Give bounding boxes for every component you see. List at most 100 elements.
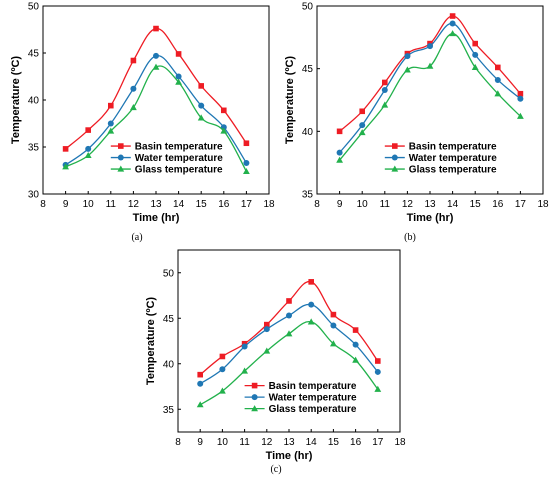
x-axis-label: Time (hr) bbox=[407, 212, 454, 224]
x-tick-label: 13 bbox=[150, 199, 162, 210]
data-point-basin bbox=[336, 128, 343, 135]
data-point-basin bbox=[517, 90, 524, 97]
legend-marker bbox=[117, 165, 125, 172]
data-point-glass bbox=[330, 340, 337, 347]
data-point-water bbox=[494, 76, 501, 83]
data-point-basin bbox=[449, 13, 456, 19]
legend-label: Glass temperature bbox=[269, 404, 357, 415]
chart-panel-c: 8 9 10 11 12 13 14 15 16 17 18 35 40 45 50 Time (hr) Tem… bbox=[145, 249, 406, 475]
data-point-glass bbox=[152, 63, 160, 70]
data-point-basin bbox=[197, 371, 203, 378]
data-point-basin bbox=[264, 321, 270, 328]
panel-caption: (a) bbox=[131, 232, 142, 243]
y-tick-label: 40 bbox=[28, 96, 40, 107]
x-tick-label: 18 bbox=[394, 437, 406, 448]
legend-marker bbox=[392, 143, 398, 149]
series-line-basin-temperature bbox=[199, 281, 379, 376]
legend-label: Glass temperature bbox=[135, 165, 223, 176]
y-tick-label: 35 bbox=[28, 143, 40, 154]
chart-panel-a: 8 9 10 11 12 13 14 15 16 17 18 30 35 40 45 50 Time (hr) T… bbox=[10, 2, 275, 244]
x-tick-label: 11 bbox=[239, 437, 250, 448]
data-point-glass bbox=[336, 156, 343, 163]
data-point-basin bbox=[85, 127, 91, 133]
data-point-water bbox=[130, 85, 137, 92]
data-point-water bbox=[197, 380, 204, 387]
legend-marker bbox=[391, 154, 398, 161]
chart-panel-b: 8 9 10 11 12 13 14 15 16 17 18 35 40 45 50 Time (hr) Tem… bbox=[284, 2, 549, 244]
data-point-basin bbox=[359, 108, 365, 115]
x-tick-label: 10 bbox=[357, 199, 369, 210]
data-point-basin bbox=[108, 102, 114, 109]
data-point-glass bbox=[196, 401, 204, 408]
data-point-water bbox=[198, 102, 205, 109]
data-point-basin bbox=[472, 40, 478, 47]
data-point-water bbox=[286, 312, 292, 319]
data-point-glass bbox=[358, 129, 366, 136]
x-tick-label: 15 bbox=[470, 199, 482, 210]
data-point-glass bbox=[374, 385, 382, 392]
x-tick-label: 12 bbox=[261, 437, 273, 448]
data-point-water bbox=[175, 73, 182, 80]
y-tick-label: 35 bbox=[163, 405, 175, 416]
data-point-water bbox=[241, 343, 248, 350]
y-axis-label: Temperature (ºC) bbox=[284, 56, 296, 144]
legend-label: Water temperature bbox=[409, 153, 497, 164]
x-tick-label: 9 bbox=[337, 199, 343, 210]
data-point-water bbox=[219, 366, 226, 373]
data-point-glass bbox=[197, 114, 205, 121]
x-tick-label: 11 bbox=[380, 199, 391, 210]
x-tick-label: 16 bbox=[492, 199, 504, 210]
data-point-water bbox=[85, 145, 92, 152]
data-point-water bbox=[352, 341, 359, 348]
data-point-glass bbox=[243, 167, 250, 175]
x-tick-label: 14 bbox=[306, 437, 318, 448]
data-point-water bbox=[517, 95, 524, 102]
x-tick-label: 8 bbox=[175, 437, 181, 448]
data-point-water bbox=[330, 322, 337, 329]
data-point-glass bbox=[107, 127, 115, 134]
data-point-basin bbox=[62, 146, 69, 152]
data-point-glass bbox=[62, 163, 69, 170]
data-point-glass bbox=[494, 90, 502, 97]
x-tick-label: 17 bbox=[372, 437, 384, 448]
x-tick-label: 14 bbox=[173, 199, 185, 210]
x-tick-label: 12 bbox=[402, 199, 414, 210]
data-point-water bbox=[107, 120, 114, 127]
data-point-water bbox=[404, 53, 411, 60]
x-tick-label: 18 bbox=[263, 199, 275, 210]
y-axis-label: Temperature (ºC) bbox=[145, 297, 157, 385]
data-point-glass bbox=[219, 387, 226, 394]
legend-marker bbox=[251, 405, 258, 412]
x-tick-label: 8 bbox=[40, 199, 46, 210]
y-tick-label: 40 bbox=[163, 359, 175, 370]
legend-marker bbox=[118, 143, 124, 149]
y-axis-label: Temperature (ºC) bbox=[10, 56, 22, 144]
x-tick-label: 13 bbox=[424, 199, 436, 210]
data-point-water bbox=[243, 159, 250, 166]
legend-label: Basin temperature bbox=[135, 142, 223, 153]
y-tick-label: 45 bbox=[28, 49, 40, 60]
data-point-basin bbox=[219, 353, 226, 360]
legend-label: Glass temperature bbox=[409, 165, 497, 176]
data-point-glass bbox=[307, 318, 315, 325]
data-point-water bbox=[449, 20, 456, 27]
y-tick-label: 50 bbox=[302, 2, 314, 13]
data-point-water bbox=[381, 86, 388, 93]
data-point-glass bbox=[285, 330, 293, 337]
y-tick-label: 45 bbox=[163, 314, 175, 325]
data-point-water bbox=[263, 326, 270, 333]
x-tick-label: 18 bbox=[537, 199, 549, 210]
legend-label: Basin temperature bbox=[269, 381, 357, 392]
data-point-glass bbox=[517, 112, 524, 119]
data-point-glass bbox=[381, 101, 389, 108]
x-tick-label: 13 bbox=[283, 437, 295, 448]
x-tick-label: 11 bbox=[106, 199, 117, 210]
x-tick-label: 10 bbox=[217, 437, 229, 448]
legend-marker bbox=[117, 154, 124, 161]
data-point-water bbox=[427, 43, 433, 50]
data-point-basin bbox=[153, 25, 159, 32]
y-tick-label: 50 bbox=[163, 268, 175, 279]
data-point-water bbox=[153, 52, 159, 59]
y-tick-label: 50 bbox=[28, 2, 40, 13]
data-point-glass bbox=[175, 78, 182, 85]
